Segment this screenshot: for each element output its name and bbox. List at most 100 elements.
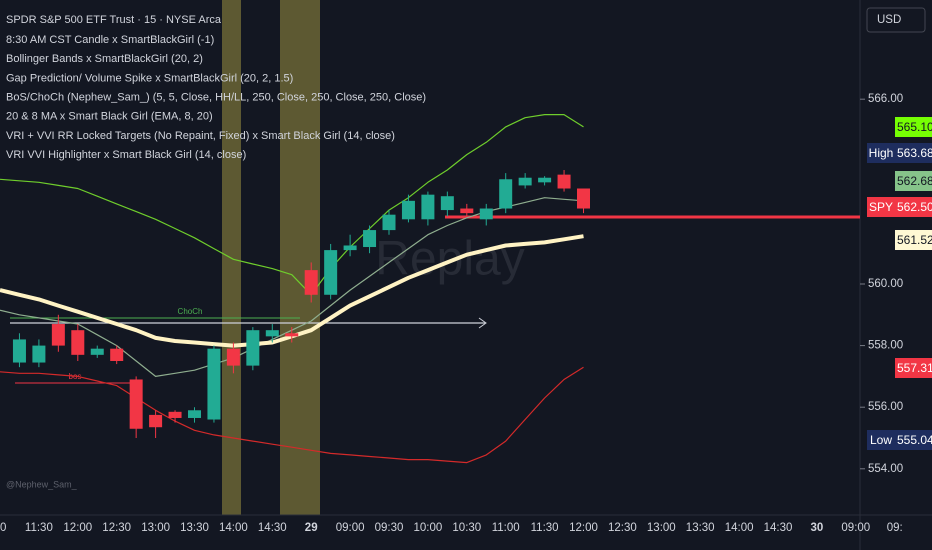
upper_band-line xyxy=(0,114,584,296)
candle-body xyxy=(538,177,552,183)
candle-body xyxy=(401,200,415,220)
candle-body xyxy=(168,411,182,418)
choch-label: ChoCh xyxy=(178,307,203,316)
x-tick-label: 12:00 xyxy=(63,522,92,534)
candle-body xyxy=(265,330,279,337)
x-tick-label: 30 xyxy=(811,522,824,534)
price-tag-bg xyxy=(867,197,895,217)
x-tick-label: 11:30 xyxy=(25,522,53,534)
x-tick-label: 29 xyxy=(305,522,318,534)
candle-body xyxy=(149,414,163,428)
session-highlight xyxy=(280,0,320,515)
x-tick-label: 12:00 xyxy=(569,522,598,534)
x-tick-label: 14:30 xyxy=(764,522,793,534)
candle-body xyxy=(90,348,104,355)
candle-body xyxy=(110,348,124,361)
candle-body xyxy=(557,174,571,189)
lower_band-line xyxy=(0,366,584,464)
candle-body xyxy=(324,250,338,295)
y-tick-label: 566.00 xyxy=(868,93,903,105)
indicator-line: 8:30 AM CST Candle x SmartBlackGirl (-1) xyxy=(6,34,214,46)
price-label-bg xyxy=(895,117,932,137)
candle-body xyxy=(71,330,85,355)
candle-body xyxy=(51,324,65,346)
price-label: 565.10 xyxy=(897,120,932,134)
price-label-bg xyxy=(895,358,932,378)
candle-body xyxy=(285,333,299,337)
x-tick-label: 09:30 xyxy=(375,522,404,534)
header: SPDR S&P 500 ETF Trust · 15 · NYSE Arca … xyxy=(6,14,426,161)
candle-body xyxy=(363,230,377,248)
candle-body xyxy=(479,208,493,220)
candle-body xyxy=(343,245,357,251)
candle-body xyxy=(440,196,454,211)
candle-body xyxy=(32,345,46,363)
x-tick-label: 11:00 xyxy=(492,522,520,534)
indicator-line: VRI VVI Highlighter x Smart Black Girl (… xyxy=(6,149,246,161)
y-tick-label: 560.00 xyxy=(868,278,903,290)
x-tick-label: 09: xyxy=(887,522,903,534)
x-tick-label: 09:00 xyxy=(841,522,870,534)
y-tick-label: 556.00 xyxy=(868,401,903,413)
candle-body xyxy=(188,410,201,418)
indicator-line: Bollinger Bands x SmartBlackGirl (20, 2) xyxy=(6,53,203,65)
currency-button[interactable] xyxy=(866,7,926,33)
candle-body xyxy=(518,177,532,186)
candle-body xyxy=(577,188,590,209)
x-tick-label: 10:30 xyxy=(452,522,481,534)
candle-body xyxy=(460,208,474,214)
price-tag-bg xyxy=(867,143,895,163)
symbol-line: SPDR S&P 500 ETF Trust · 15 · NYSE Arca xyxy=(6,14,222,26)
x-tick-label: 14:30 xyxy=(258,522,287,534)
price-label-bg xyxy=(895,143,932,163)
author: @Nephew_Sam_ xyxy=(6,479,78,489)
candle-body xyxy=(304,270,318,295)
x-tick-label: 09:00 xyxy=(336,522,365,534)
session-highlight xyxy=(222,0,241,515)
candle-body xyxy=(129,379,143,429)
indicator-line: VRI + VVI RR Locked Targets (No Repaint,… xyxy=(6,130,395,142)
price-label: 557.31 xyxy=(897,361,932,375)
x-tick-label: 13:30 xyxy=(180,522,209,534)
price-tag: High xyxy=(869,146,894,160)
price-label: 562.50 xyxy=(897,200,932,214)
x-tick-label: 10:00 xyxy=(414,522,443,534)
y-tick-label: 558.00 xyxy=(868,340,903,352)
x-tick-label: 12:30 xyxy=(102,522,131,534)
x-tick-label: 14:00 xyxy=(725,522,754,534)
price-label-bg xyxy=(895,197,932,217)
price-label-bg xyxy=(895,430,932,450)
x-tick-label: 00 xyxy=(0,522,6,534)
x-tick-label: 13:30 xyxy=(686,522,715,534)
x-tick-label: 12:30 xyxy=(608,522,637,534)
indicator-line: Gap Prediction/ Volume Spike x SmartBlac… xyxy=(6,72,293,84)
currency-label[interactable]: USD xyxy=(877,14,901,26)
arrow-head xyxy=(478,317,487,329)
price-label: 555.04 xyxy=(897,433,932,447)
price-tag: Low xyxy=(870,433,892,447)
candle-body xyxy=(421,194,435,220)
x-tick-label: 13:00 xyxy=(141,522,170,534)
indicator-line: 20 & 8 MA x Smart Black Girl (EMA, 8, 20… xyxy=(6,111,213,123)
y-tick-label: 554.00 xyxy=(868,463,903,475)
price-label: 561.52 xyxy=(897,233,932,247)
price-tag: SPY xyxy=(869,200,893,214)
price-label: 563.68 xyxy=(897,146,932,160)
watermark: Replay xyxy=(375,233,524,286)
candle-body xyxy=(12,339,26,363)
price-label-bg xyxy=(895,171,932,191)
indicator-line: BoS/ChoCh (Nephew_Sam_) (5, 5, Close, HH… xyxy=(6,92,426,104)
candle-body xyxy=(499,179,513,209)
candle-body xyxy=(382,214,396,231)
x-tick-label: 13:00 xyxy=(647,522,676,534)
candle-body xyxy=(226,348,240,366)
x-tick-label: 11:30 xyxy=(531,522,559,534)
candle-body xyxy=(246,330,260,366)
price-label-bg xyxy=(895,230,932,250)
price-label: 562.68 xyxy=(897,174,932,188)
x-tick-label: 14:00 xyxy=(219,522,248,534)
price-tag-bg xyxy=(867,430,895,450)
candle-body xyxy=(207,348,221,420)
